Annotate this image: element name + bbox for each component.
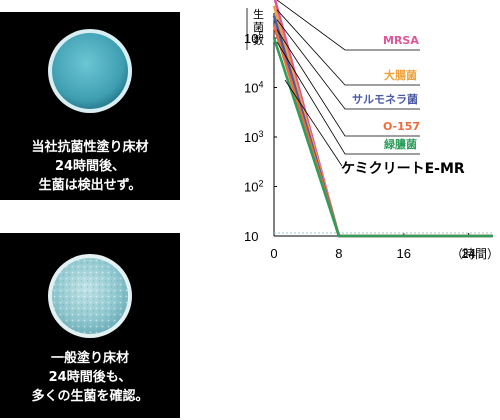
leader-line-4 — [276, 29, 420, 137]
petri-dish-untreated-image — [48, 254, 132, 338]
y-tick-base: 10 — [244, 180, 258, 195]
treated-caption-line-1: 当社抗菌性塗り床材 — [31, 140, 149, 155]
untreated-caption-line-3: 多くの生菌を確認。 — [31, 389, 149, 404]
x-tick-label: 24 — [461, 246, 475, 261]
series-label-2: 大腸菌 — [384, 68, 417, 82]
y-tick-label: 103 — [244, 129, 263, 145]
product-leader-line — [284, 79, 343, 167]
y-axis-label-char: 菌 — [253, 21, 264, 34]
series-line-5 — [272, 37, 493, 238]
y-tick-base: 10 — [244, 31, 258, 46]
leader-line-2 — [276, 9, 420, 86]
series-label-1: MRSA — [383, 34, 419, 47]
y-tick-base: 10 — [244, 229, 258, 244]
treated-floor-panel: 当社抗菌性塗り床材 24時間後、 生菌は検出せず。 — [0, 12, 180, 200]
y-axis-label-char: 生 — [253, 7, 264, 21]
untreated-caption-line-2: 24時間後も、 — [48, 370, 132, 385]
y-tick-base: 10 — [244, 130, 258, 145]
x-tick-label: 16 — [397, 246, 411, 261]
untreated-caption-line-1: 一般塗り床材 — [50, 351, 129, 366]
y-axis-label: 生菌数 — [246, 7, 264, 50]
x-axis-unit: （時間） — [451, 247, 499, 261]
product-label: ケミクリートE-MR — [341, 161, 465, 177]
series-label-3: サルモネラ菌 — [352, 92, 418, 106]
y-tick-base: 10 — [244, 81, 258, 96]
y-axis-label-char: 数 — [253, 34, 264, 47]
y-tick-exponent: 3 — [258, 129, 263, 139]
treated-caption-line-3: 生菌は検出せず。 — [38, 178, 142, 193]
treated-caption: 当社抗菌性塗り床材 24時間後、 生菌は検出せず。 — [0, 138, 180, 195]
series-label-4: O-157 — [383, 120, 420, 133]
leader-line-5 — [276, 41, 420, 155]
untreated-caption: 一般塗り床材 24時間後も、 多くの生菌を確認。 — [0, 349, 180, 406]
leader-line-3 — [276, 19, 420, 110]
y-tick-label: 105 — [244, 30, 263, 46]
series-label-5: 緑膿菌 — [384, 137, 417, 151]
y-tick-exponent: 4 — [258, 80, 263, 90]
y-tick-label: 104 — [244, 80, 263, 96]
treated-caption-line-2: 24時間後、 — [54, 159, 126, 174]
leader-line-1 — [276, 0, 420, 51]
x-tick-label: 0 — [270, 246, 277, 261]
untreated-floor-panel: 一般塗り床材 24時間後も、 多くの生菌を確認。 — [0, 233, 180, 418]
y-tick-exponent: 2 — [258, 179, 263, 189]
y-tick-exponent: 5 — [258, 30, 263, 40]
x-tick-label: 8 — [335, 246, 342, 261]
petri-dish-treated-image — [48, 29, 132, 113]
series-lines — [272, 0, 493, 238]
y-tick-label: 102 — [244, 179, 263, 195]
y-tick-label: 10 — [244, 229, 258, 244]
